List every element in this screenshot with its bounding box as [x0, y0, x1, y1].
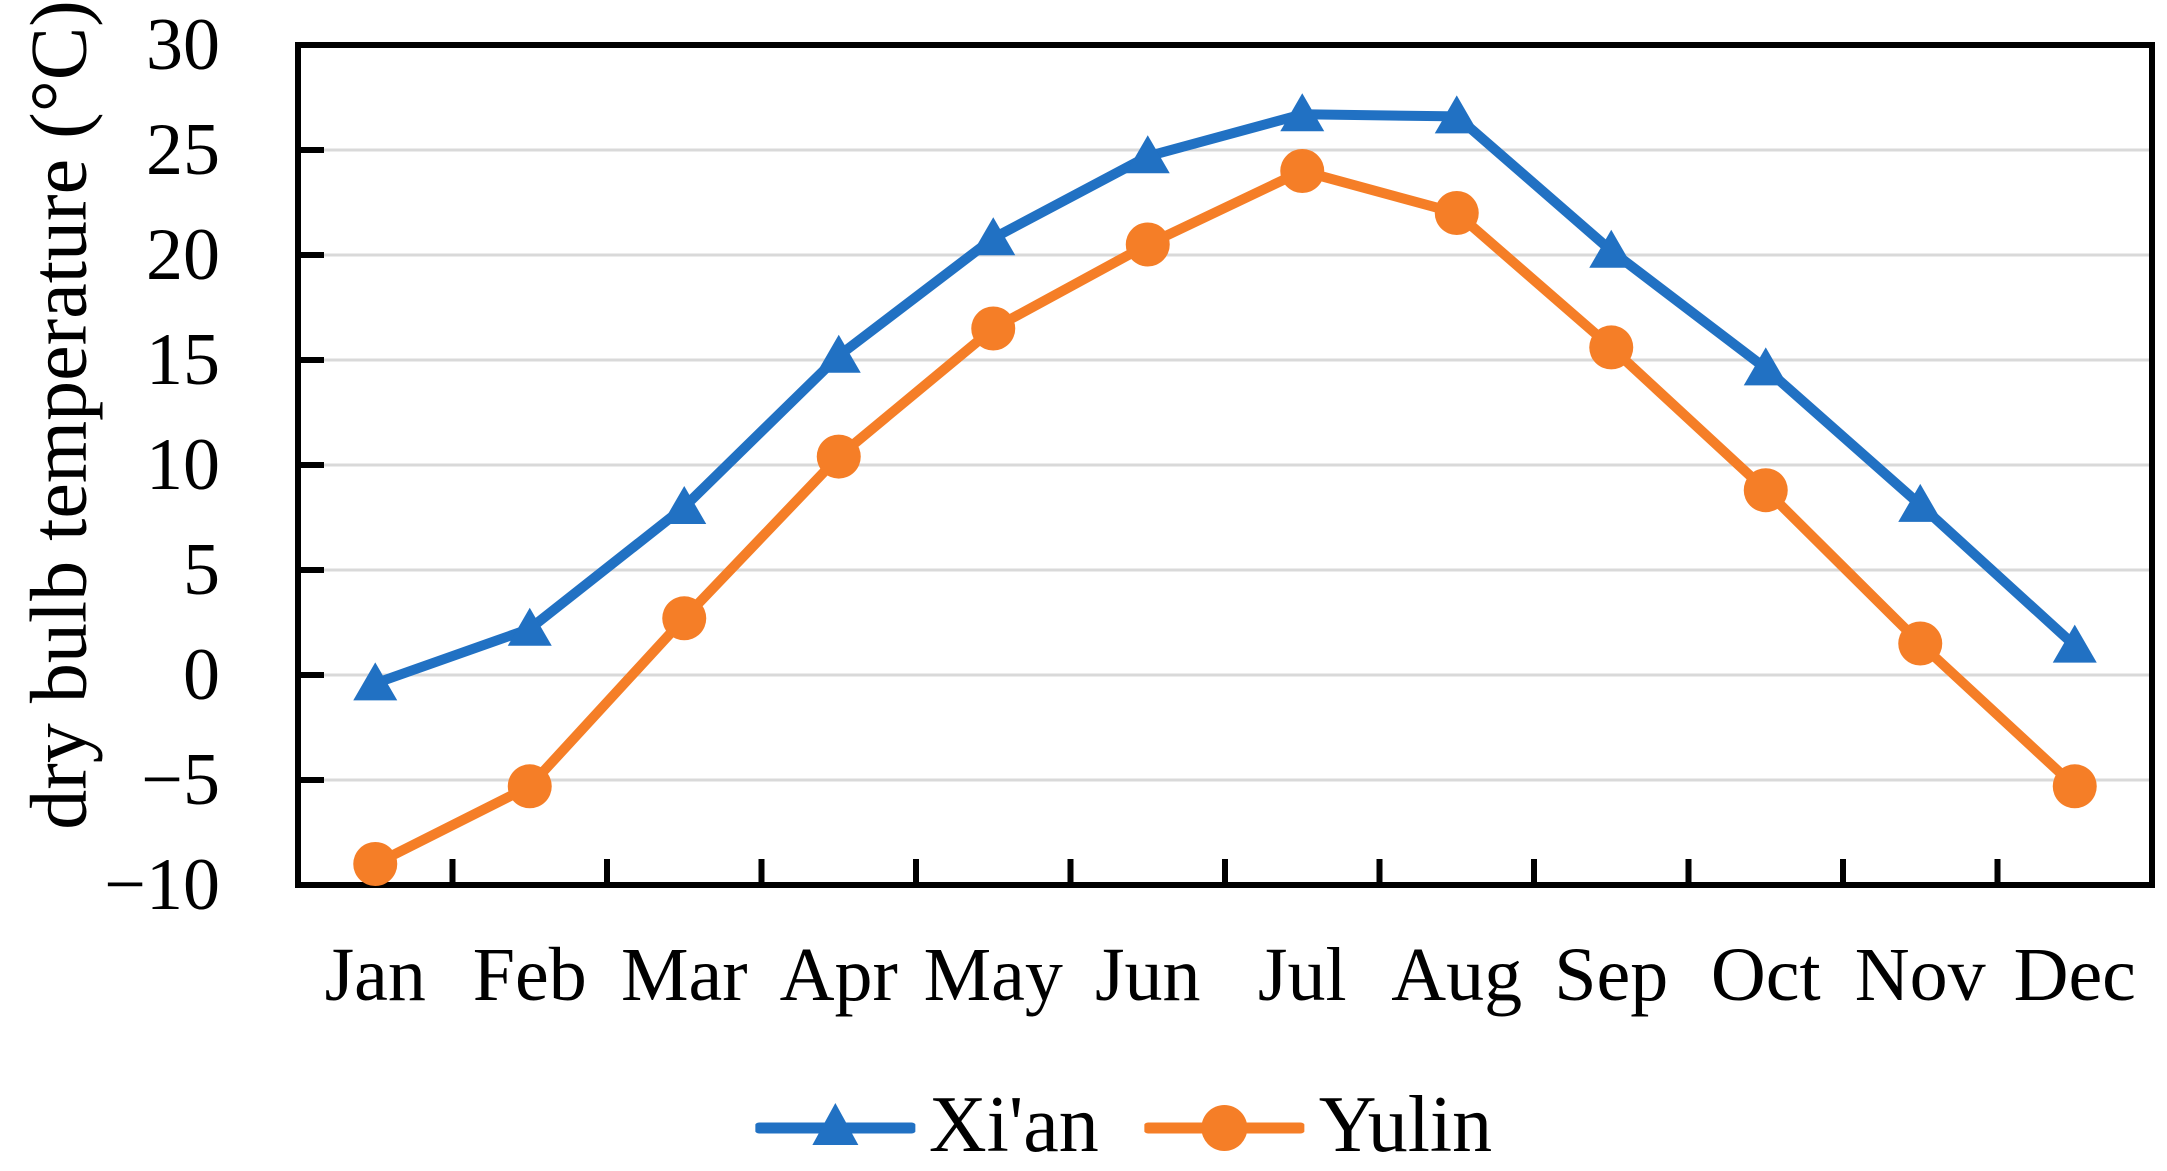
series-line-1: [370, 166, 2080, 869]
x-tick-label: May: [924, 933, 1063, 1017]
y-tick-label: −10: [104, 844, 220, 926]
data-point-marker: [2052, 764, 2097, 809]
y-tick-label: 5: [183, 529, 220, 611]
data-point-marker: [1898, 483, 1943, 522]
legend-label-yulin: Yulin: [1318, 1081, 1493, 1169]
data-point-marker: [1280, 93, 1325, 132]
data-point-marker: [662, 486, 707, 524]
x-tick-label: Jan: [325, 933, 426, 1017]
y-tick-label: 15: [146, 319, 220, 401]
data-point-marker: [1898, 621, 1943, 666]
data-point-marker: [1743, 468, 1788, 513]
series-line-0: [370, 109, 2080, 689]
data-point-marker: [1589, 325, 1634, 370]
xian-line-triangle-icon: [754, 1103, 915, 1145]
data-point-marker: [1125, 222, 1170, 267]
y-tick-label: 0: [183, 634, 220, 716]
legend-item-yulin: Yulin: [1144, 1081, 1493, 1171]
data-point-marker: [1589, 229, 1634, 268]
y-tick-label: 10: [146, 424, 220, 506]
x-tick-label: Sep: [1554, 933, 1668, 1017]
data-point-marker: [971, 217, 1016, 256]
y-tick-label: 20: [146, 214, 220, 296]
plot-border: [295, 42, 2155, 888]
data-point-marker: [1743, 347, 1788, 386]
data-point-marker: [816, 334, 861, 373]
data-point-marker: [662, 596, 707, 641]
x-tick-label: Nov: [1855, 933, 1986, 1017]
data-point-marker: [507, 764, 552, 809]
data-point-marker: [353, 842, 398, 886]
data-point-marker: [1434, 95, 1479, 134]
x-tick-label: Apr: [780, 933, 898, 1017]
chart-legend: Xi'an Yulin: [754, 1081, 1493, 1171]
x-tick-label: Jun: [1095, 933, 1201, 1017]
yulin-line-circle-icon: [1144, 1105, 1305, 1151]
x-tick-label: Aug: [1391, 933, 1522, 1017]
data-point-marker: [1280, 149, 1325, 193]
data-point-marker: [2052, 624, 2097, 663]
y-tick-label: 30: [146, 4, 220, 86]
y-tick-label: −5: [141, 739, 220, 821]
x-tick-label: Feb: [473, 933, 587, 1017]
y-tick-label: 25: [146, 109, 220, 191]
x-tick-label: Mar: [621, 933, 748, 1017]
x-tick-label: Jul: [1258, 933, 1347, 1017]
data-point-marker: [1125, 135, 1170, 174]
x-tick-label: Oct: [1711, 933, 1821, 1017]
data-point-marker: [816, 434, 861, 479]
data-point-marker: [353, 662, 398, 701]
y-axis-title: dry bulb temperature (°C): [15, 0, 104, 830]
data-point-marker: [971, 306, 1016, 351]
x-tick-label: Dec: [2014, 933, 2136, 1017]
data-point-marker: [507, 607, 552, 646]
data-point-marker: [1434, 191, 1479, 235]
legend-label-xian: Xi'an: [928, 1081, 1099, 1169]
legend-item-xian: Xi'an: [754, 1081, 1099, 1171]
